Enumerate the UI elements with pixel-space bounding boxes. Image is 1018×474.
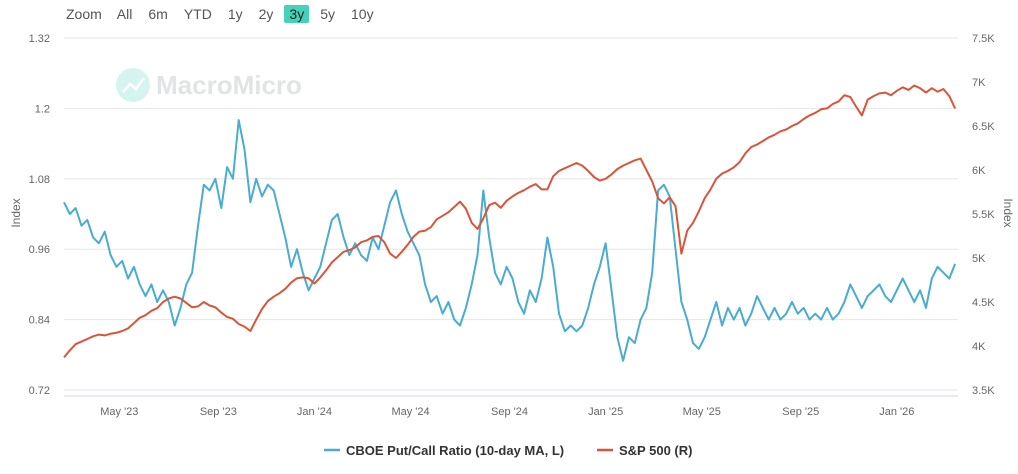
x-tick-label: May '23 <box>100 406 138 418</box>
right-tick-label: 7.5K <box>972 33 995 45</box>
right-tick-label: 5.5K <box>972 209 995 221</box>
x-tick-label: Sep '23 <box>200 406 237 418</box>
zoom-button-1y[interactable]: 1y <box>227 6 243 22</box>
right-tick-label: 5K <box>972 253 986 265</box>
legend-item-put-call[interactable]: CBOE Put/Call Ratio (10-day MA, L) <box>324 443 564 458</box>
x-axis-ticks: May '23 Sep '23 Jan '24 May '24 Sep '24 Jan '… <box>100 406 914 418</box>
zoom-button-10y[interactable]: 10y <box>351 6 374 22</box>
left-tick-label: 1.2 <box>35 103 50 115</box>
left-tick-label: 1.08 <box>29 174 50 186</box>
left-tick-label: 1.32 <box>29 33 50 45</box>
zoom-button-ytd[interactable]: YTD <box>183 6 212 22</box>
legend-item-sp500[interactable]: S&P 500 (R) <box>597 443 692 458</box>
left-tick-label: 0.96 <box>29 244 50 256</box>
series-line-put-call-ratio[interactable] <box>63 119 957 362</box>
x-tick-label: May '24 <box>391 406 429 418</box>
grid-lines <box>64 37 958 397</box>
left-axis-title: Index <box>9 198 23 227</box>
zoom-button-all[interactable]: All <box>116 6 133 22</box>
zoom-button-6m[interactable]: 6m <box>148 6 168 22</box>
right-tick-label: 7K <box>972 77 986 89</box>
right-axis-ticks: 3.5K 4K 4.5K 5K 5.5K 6K 6.5K 7K 7.5K <box>972 33 995 397</box>
left-tick-label: 0.72 <box>29 385 50 397</box>
x-tick-label: Jan '24 <box>297 406 332 418</box>
zoom-button-5y[interactable]: 5y <box>320 6 335 22</box>
x-tick-label: Sep '24 <box>491 406 528 418</box>
right-tick-label: 4.5K <box>972 297 995 309</box>
logo-trend-icon <box>122 77 146 93</box>
series-line-sp500[interactable] <box>63 84 957 359</box>
x-tick-label: Jan '25 <box>588 406 623 418</box>
x-tick-label: Sep '25 <box>782 406 819 418</box>
left-tick-label: 0.84 <box>29 315 50 327</box>
zoom-range-selector: Zoom All 6m YTD 1y 2y 3y 5y 10y <box>66 4 385 24</box>
right-tick-label: 4K <box>972 341 986 353</box>
legend: CBOE Put/Call Ratio (10-day MA, L) S&P 5… <box>324 443 692 458</box>
legend-label-sp500: S&P 500 (R) <box>619 443 692 458</box>
right-axis-title: Index <box>1001 198 1015 227</box>
x-tick-label: May '25 <box>683 406 721 418</box>
macromicro-logo-icon <box>116 68 150 102</box>
left-axis-ticks: 0.72 0.84 0.96 1.08 1.2 1.32 <box>29 33 50 397</box>
watermark: MacroMicro <box>116 68 302 102</box>
right-tick-label: 6K <box>972 165 986 177</box>
series-layer <box>63 84 957 362</box>
right-tick-label: 3.5K <box>972 385 995 397</box>
watermark-text: MacroMicro <box>156 70 302 100</box>
right-tick-label: 6.5K <box>972 121 995 133</box>
zoom-label: Zoom <box>66 6 102 22</box>
legend-label-put-call: CBOE Put/Call Ratio (10-day MA, L) <box>346 443 564 458</box>
zoom-button-3y[interactable]: 3y <box>284 5 310 23</box>
x-tick-label: Jan '26 <box>879 406 914 418</box>
zoom-button-2y[interactable]: 2y <box>258 6 274 22</box>
